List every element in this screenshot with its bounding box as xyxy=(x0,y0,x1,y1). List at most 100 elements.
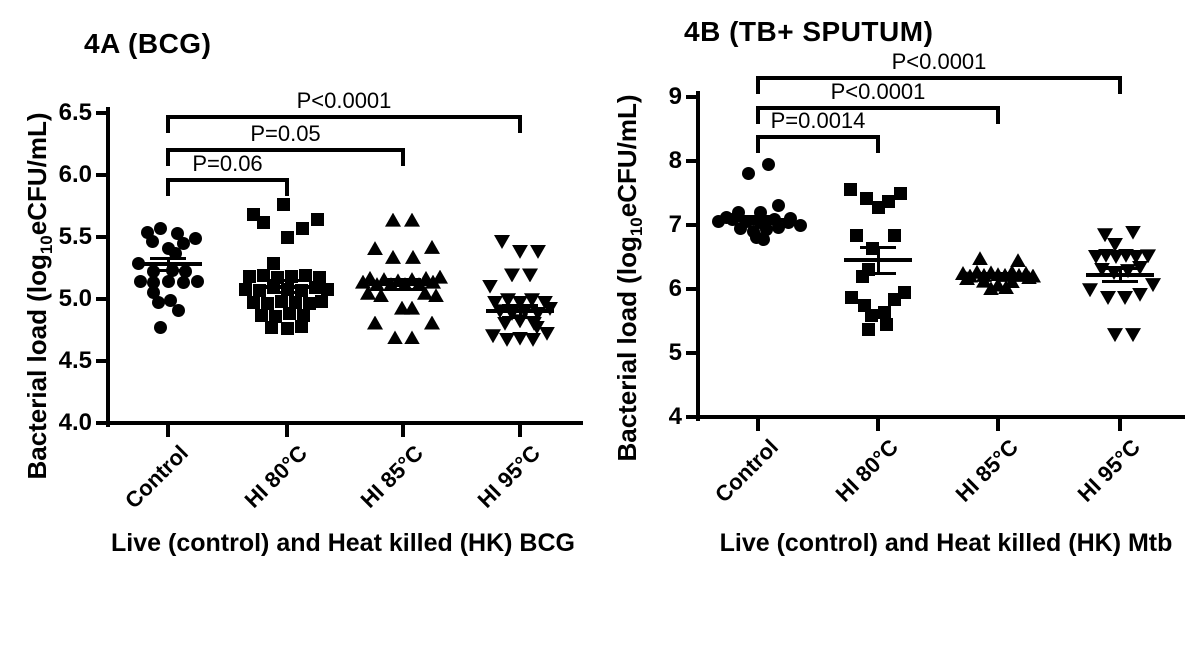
data-point-triangle-down xyxy=(494,234,510,249)
data-point-circle xyxy=(153,221,167,235)
data-point-circle xyxy=(733,221,747,235)
sem-cap-bottom xyxy=(740,221,776,225)
x-tick xyxy=(285,425,289,437)
y-axis-line xyxy=(106,107,110,427)
significance-label: P=0.06 xyxy=(192,150,263,176)
data-point-square xyxy=(282,307,296,321)
data-point-triangle-up xyxy=(405,249,421,264)
y-tick xyxy=(96,235,108,239)
data-point-circle xyxy=(151,296,165,310)
sem-cap-bottom xyxy=(860,271,896,275)
data-point-circle xyxy=(146,276,160,290)
data-point-triangle-down xyxy=(522,268,538,283)
data-point-square xyxy=(246,208,260,222)
data-point-square xyxy=(857,298,871,312)
x-tick xyxy=(996,419,1000,431)
y-tick xyxy=(96,359,108,363)
data-point-triangle-down xyxy=(1082,283,1098,298)
data-point-square xyxy=(264,321,278,335)
data-point-triangle-down xyxy=(1125,225,1141,240)
data-point-square xyxy=(260,297,274,311)
y-axis-line xyxy=(696,91,700,421)
y-tick-label: 6.0 xyxy=(58,161,92,188)
significance-bracket-end xyxy=(518,114,522,133)
data-point-square xyxy=(254,308,268,322)
data-point-triangle-down xyxy=(482,279,498,294)
data-point-square xyxy=(877,305,891,319)
mean-line xyxy=(134,262,202,267)
data-point-circle xyxy=(163,293,177,307)
x-axis-title-4b: Live (control) and Heat killed (HK) Mtb xyxy=(719,529,1173,557)
y-tick-label: 4.5 xyxy=(58,347,92,374)
data-point-square xyxy=(881,195,895,209)
y-tick xyxy=(96,297,108,301)
significance-bracket-end xyxy=(756,105,760,124)
y-tick-label: 5 xyxy=(668,339,682,366)
data-point-square xyxy=(288,296,302,310)
sem-cap-top xyxy=(1102,267,1138,271)
data-point-circle xyxy=(761,158,775,172)
data-point-circle xyxy=(188,231,202,245)
significance-bracket-end xyxy=(1118,75,1122,94)
y-tick-label: 7 xyxy=(668,211,682,238)
data-point-square xyxy=(296,308,310,322)
data-point-triangle-up xyxy=(972,251,988,266)
data-point-circle xyxy=(711,215,725,229)
data-point-triangle-down xyxy=(530,244,546,259)
data-point-triangle-down xyxy=(525,332,541,347)
data-point-square xyxy=(887,293,901,307)
x-tick xyxy=(876,419,880,431)
data-point-square xyxy=(268,309,282,323)
mean-line xyxy=(844,258,912,263)
data-point-square xyxy=(294,319,308,333)
data-point-circle xyxy=(190,275,204,289)
x-axis-line xyxy=(696,415,1185,419)
panel-title-4a: 4A (BCG) xyxy=(84,28,212,59)
sem-cap-bottom xyxy=(385,287,421,291)
significance-bracket-end xyxy=(756,134,760,153)
data-point-circle xyxy=(171,303,185,317)
data-point-square xyxy=(280,230,294,244)
data-point-square xyxy=(238,282,252,296)
y-tick xyxy=(96,421,108,425)
data-point-triangle-down xyxy=(1117,290,1133,305)
significance-bracket-end xyxy=(756,75,760,94)
data-point-square xyxy=(242,270,256,284)
sem-cap-top xyxy=(860,245,896,249)
x-tick xyxy=(756,419,760,431)
data-point-triangle-down xyxy=(512,244,528,259)
data-point-circle xyxy=(176,276,190,290)
y-tick-label: 9 xyxy=(668,83,682,110)
data-point-circle xyxy=(170,226,184,240)
y-tick-label: 8 xyxy=(668,147,682,174)
data-point-triangle-up xyxy=(367,315,383,330)
data-point-square xyxy=(320,282,334,296)
data-point-circle xyxy=(759,222,773,236)
data-point-square xyxy=(295,221,309,235)
y-tick xyxy=(686,159,698,163)
y-tick xyxy=(96,173,108,177)
data-point-circle xyxy=(771,198,785,212)
data-point-triangle-down xyxy=(504,268,520,283)
significance-label: P<0.0001 xyxy=(830,78,926,104)
significance-bracket-end xyxy=(876,134,880,153)
significance-bracket xyxy=(166,148,405,153)
data-point-circle xyxy=(176,236,190,250)
data-point-triangle-up xyxy=(367,241,383,256)
data-point-circle xyxy=(756,233,770,247)
data-point-triangle-up xyxy=(424,315,440,330)
sem-cap-top xyxy=(740,215,776,219)
data-point-square xyxy=(871,201,885,215)
data-point-square xyxy=(312,271,326,285)
data-point-triangle-up xyxy=(385,212,401,227)
data-point-square xyxy=(302,297,316,311)
y-tick-label: 4.0 xyxy=(58,409,92,436)
data-point-square xyxy=(864,308,878,322)
data-point-square xyxy=(859,191,873,205)
data-point-square xyxy=(274,294,288,308)
data-point-triangle-up xyxy=(385,249,401,264)
y-tick-label: 6.5 xyxy=(58,99,92,126)
data-point-circle xyxy=(168,246,182,260)
data-point-triangle-down xyxy=(539,326,555,341)
significance-label: P=0.0014 xyxy=(770,107,866,133)
